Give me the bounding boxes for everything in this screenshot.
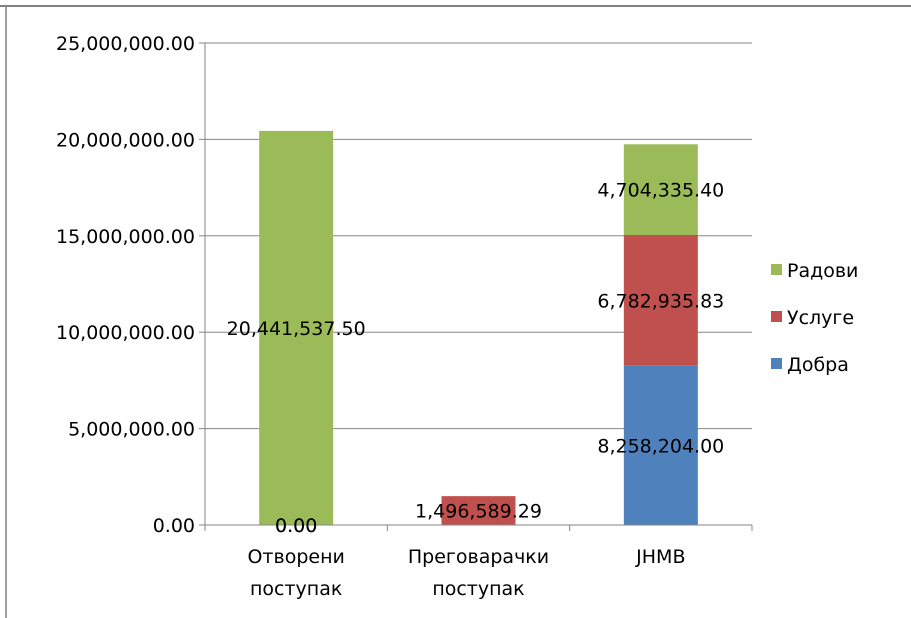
x-tick-label: ЈНМВ (635, 546, 685, 568)
y-tick-labels: 0.00 5,000,000.00 10,000,000.00 15,000,000.… (56, 33, 195, 537)
x-tick-labels: Отворени поступак Преговарачки поступак ЈНМВ (247, 546, 685, 600)
bar-segment (441, 496, 516, 525)
bars (259, 130, 698, 526)
x-tick-label: Отворени (247, 546, 344, 568)
data-label: 1,496,589.29 (415, 501, 542, 523)
legend-swatch (771, 264, 782, 275)
y-tick-label: 15,000,000.00 (56, 226, 195, 248)
y-tick-label: 20,000,000.00 (56, 129, 195, 151)
y-tick-label: 5,000,000.00 (68, 419, 195, 441)
data-label: 20,441,537.50 (227, 318, 366, 340)
legend-label: Услуге (787, 307, 854, 329)
legend-swatch (771, 358, 782, 369)
data-label: 8,258,204.00 (597, 435, 724, 457)
bar-segment (259, 130, 334, 526)
x-tick-label: Преговарачки (408, 546, 549, 568)
data-label: 6,782,935.83 (597, 290, 724, 312)
y-tick-label: 10,000,000.00 (56, 322, 195, 344)
legend-label: Радови (787, 260, 858, 282)
axes (199, 42, 753, 531)
legend: Радови Услуге Добра (771, 260, 858, 376)
legend-swatch (771, 311, 782, 322)
bar-segment (623, 144, 698, 236)
data-labels: 0.000.0020,441,537.501,496,589.298,258,2… (227, 180, 725, 537)
data-label: 4,704,335.40 (597, 180, 724, 202)
x-tick-label: поступак (432, 578, 524, 600)
data-label: 0.00 (275, 515, 317, 537)
x-tick-label: поступак (250, 578, 342, 600)
y-tick-label: 0.00 (153, 515, 195, 537)
legend-label: Добра (787, 354, 849, 376)
bar-segment (623, 235, 698, 366)
bar-segment (623, 365, 698, 525)
y-tick-label: 25,000,000.00 (56, 33, 195, 55)
data-label: 0.00 (275, 515, 317, 537)
